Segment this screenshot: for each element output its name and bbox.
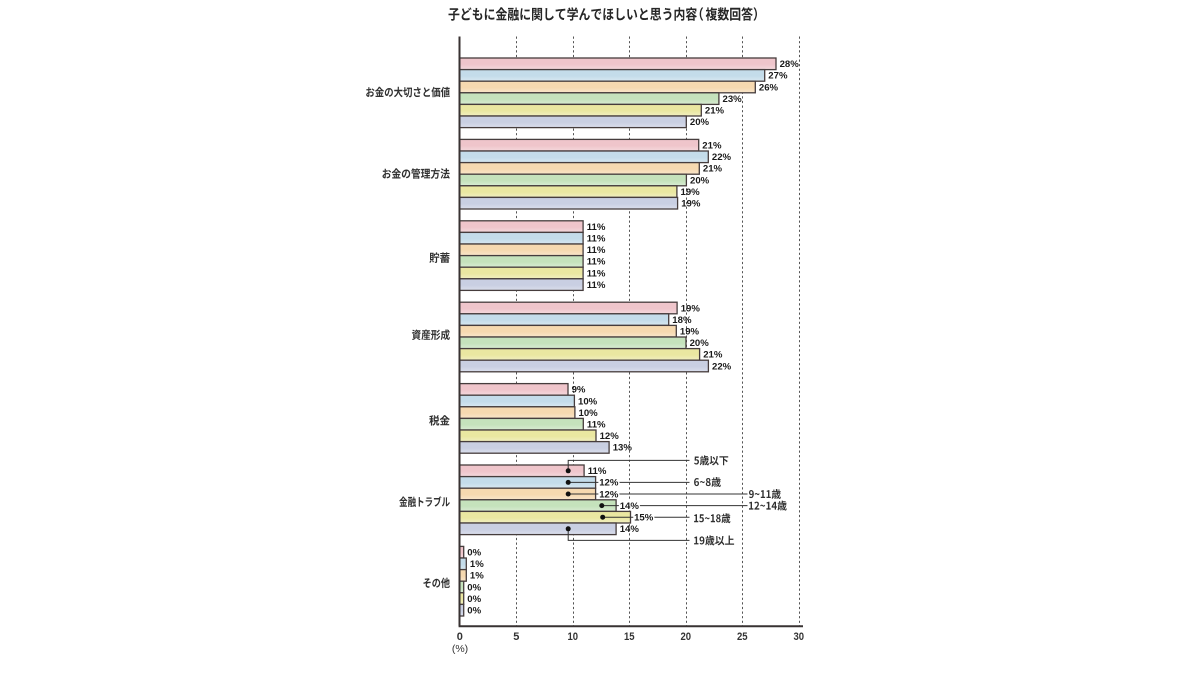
svg-text:11%: 11%: [587, 257, 606, 268]
svg-text:21%: 21%: [702, 141, 722, 152]
svg-text:19%: 19%: [680, 327, 700, 338]
svg-text:22%: 22%: [712, 152, 732, 163]
svg-text:20: 20: [681, 631, 692, 643]
svg-text:15: 15: [624, 631, 635, 643]
svg-text:14%: 14%: [620, 501, 640, 512]
svg-text:26%: 26%: [759, 82, 779, 93]
svg-text:27%: 27%: [768, 71, 788, 82]
svg-text:12%: 12%: [600, 431, 620, 442]
svg-text:(%): (%): [452, 643, 468, 655]
svg-text:11%: 11%: [587, 280, 606, 291]
svg-text:13%: 13%: [613, 443, 633, 454]
svg-text:20%: 20%: [690, 117, 710, 128]
svg-text:30: 30: [794, 631, 805, 643]
svg-text:18%: 18%: [672, 315, 692, 326]
svg-text:10%: 10%: [578, 396, 598, 407]
svg-text:0%: 0%: [467, 594, 481, 605]
svg-text:9%: 9%: [572, 385, 586, 396]
svg-text:0%: 0%: [467, 548, 481, 559]
svg-text:1%: 1%: [470, 559, 484, 570]
svg-text:19%: 19%: [681, 187, 701, 198]
svg-text:28%: 28%: [780, 59, 800, 70]
svg-text:21%: 21%: [703, 164, 723, 175]
svg-text:19%: 19%: [681, 303, 701, 314]
svg-text:5: 5: [513, 631, 519, 643]
svg-text:14%: 14%: [620, 524, 640, 535]
svg-text:10: 10: [568, 631, 579, 643]
svg-text:11%: 11%: [587, 245, 606, 256]
svg-text:19%: 19%: [681, 199, 701, 210]
svg-text:23%: 23%: [723, 94, 743, 105]
svg-text:10%: 10%: [579, 408, 599, 419]
svg-text:22%: 22%: [712, 361, 732, 372]
svg-text:21%: 21%: [705, 106, 725, 117]
svg-text:20%: 20%: [690, 175, 710, 186]
svg-text:11%: 11%: [587, 420, 606, 431]
svg-text:21%: 21%: [703, 350, 723, 361]
svg-text:15%: 15%: [634, 513, 654, 524]
svg-text:11%: 11%: [587, 234, 606, 245]
svg-text:20%: 20%: [690, 338, 710, 349]
svg-text:12%: 12%: [599, 478, 619, 489]
svg-text:11%: 11%: [588, 466, 607, 477]
svg-text:0%: 0%: [467, 582, 481, 593]
svg-text:1%: 1%: [470, 571, 484, 582]
svg-text:25: 25: [737, 631, 748, 643]
svg-text:12%: 12%: [599, 489, 619, 500]
svg-text:0: 0: [457, 631, 463, 643]
svg-text:11%: 11%: [587, 222, 606, 233]
svg-text:0%: 0%: [467, 606, 481, 617]
svg-text:11%: 11%: [587, 268, 606, 279]
